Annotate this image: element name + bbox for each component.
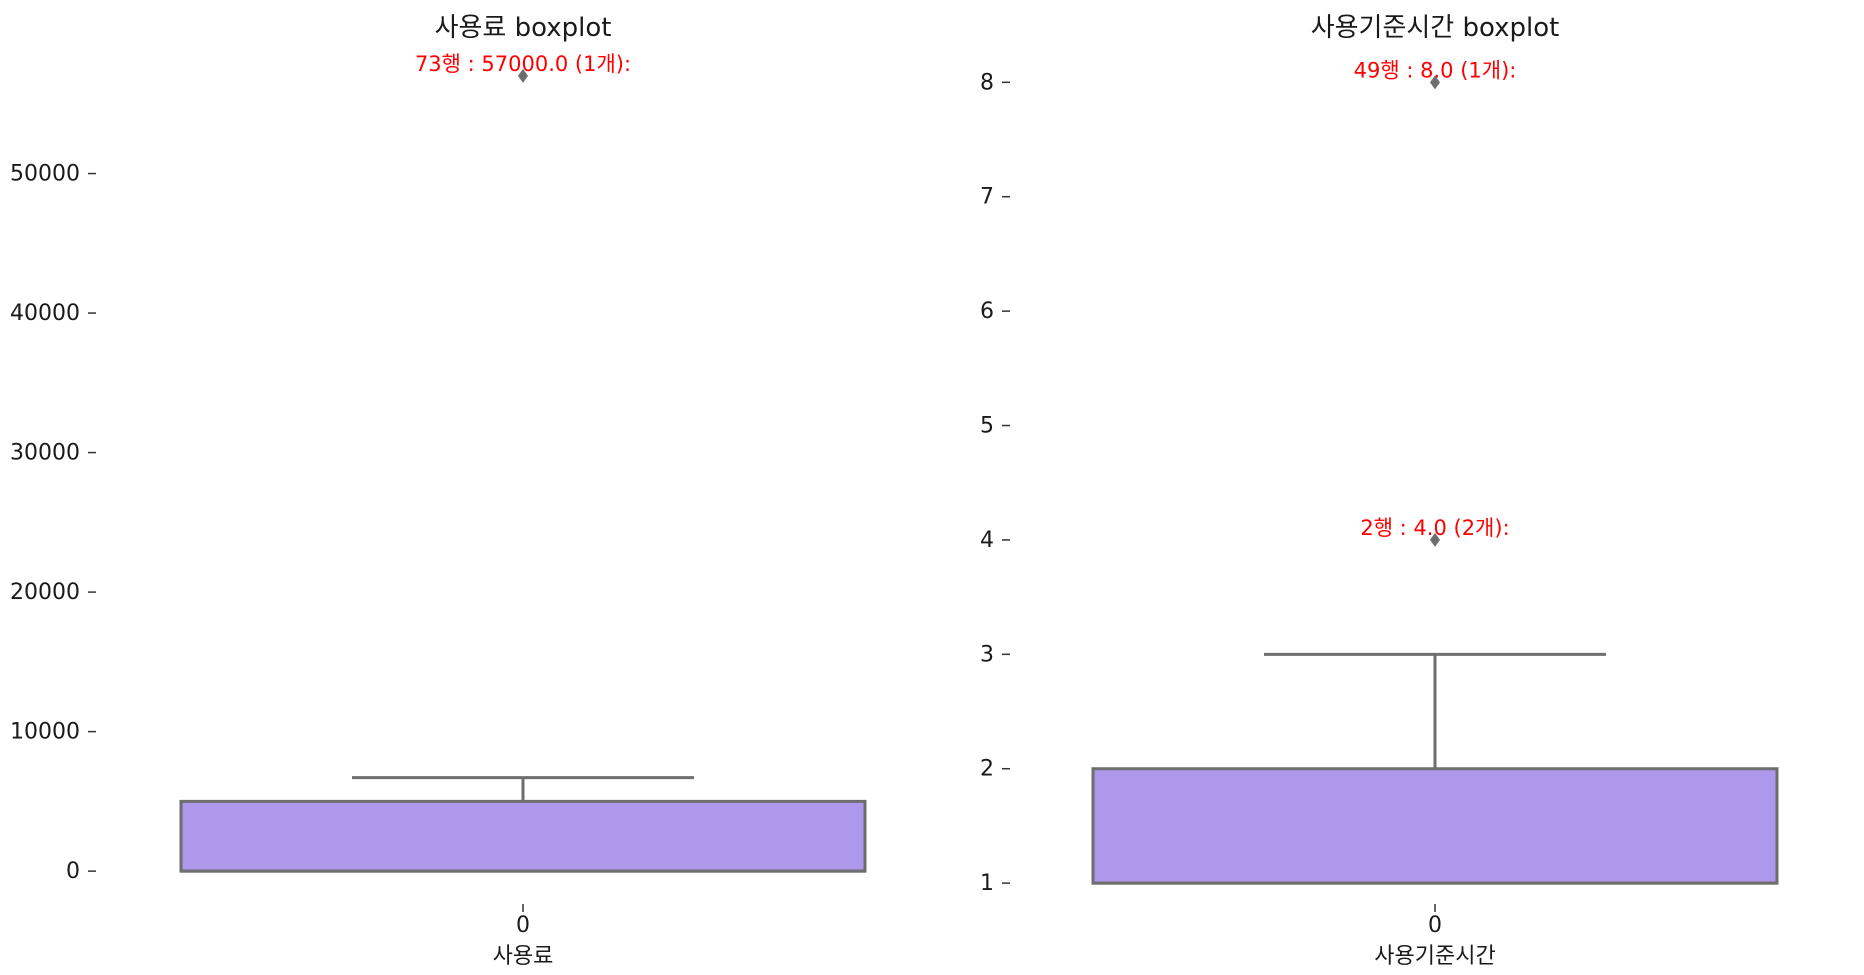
x-tick-label: 0: [1428, 913, 1442, 938]
y-tick-label: 5: [980, 414, 994, 439]
annotation-group: 73행 : 57000.0 (1개):: [415, 52, 631, 76]
outlier-point: [1430, 75, 1440, 90]
iqr-box: [1091, 767, 1779, 885]
y-tick-label: 7: [980, 185, 994, 210]
x-axis-label: 사용료: [493, 944, 554, 969]
outlier-point: [1430, 532, 1440, 547]
panel-usage-hours: 사용기준시간 boxplot 사용기준시간 0 1 2 3 4 5 6 7 8 49행 : 8…: [980, 13, 1779, 969]
annotation-group: 49행 : 8.0 (1개): 2행 : 4.0 (2개):: [1354, 58, 1517, 540]
y-tick-label: 0: [66, 859, 80, 884]
box-group: [179, 68, 867, 873]
chart-title: 사용기준시간 boxplot: [1311, 13, 1560, 43]
x-axis-label: 사용기준시간: [1374, 944, 1495, 969]
outlier-annotation: 73행 : 57000.0 (1개):: [415, 52, 631, 76]
y-tick-label: 20000: [10, 580, 80, 605]
y-axis: 0 10000 20000 30000 40000 50000: [10, 162, 96, 884]
y-tick-label: 50000: [10, 162, 80, 187]
y-tick-label: 8: [980, 70, 994, 95]
box-group: [1091, 75, 1779, 885]
y-tick-label: 40000: [10, 301, 80, 326]
outlier-annotation: 2행 : 4.0 (2개):: [1360, 516, 1509, 540]
y-tick-label: 10000: [10, 720, 80, 745]
outlier-point: [518, 68, 528, 83]
y-axis: 1 2 3 4 5 6 7 8: [980, 70, 1010, 896]
y-tick-label: 3: [980, 642, 994, 667]
x-tick-label: 0: [516, 913, 530, 938]
chart-title: 사용료 boxplot: [435, 13, 612, 43]
panel-usage-fee: 사용료 boxplot 사용료 0 0 10000 20000 30000 40000 5…: [10, 13, 867, 969]
y-tick-label: 6: [980, 299, 994, 324]
y-tick-label: 2: [980, 757, 994, 782]
y-tick-label: 30000: [10, 441, 80, 466]
outlier-annotation: 49행 : 8.0 (1개):: [1354, 58, 1517, 82]
y-tick-label: 1: [980, 871, 994, 896]
iqr-box: [179, 799, 867, 873]
y-tick-label: 4: [980, 528, 994, 553]
